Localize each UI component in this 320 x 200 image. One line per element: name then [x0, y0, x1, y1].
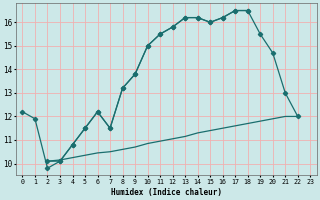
X-axis label: Humidex (Indice chaleur): Humidex (Indice chaleur)	[111, 188, 222, 197]
